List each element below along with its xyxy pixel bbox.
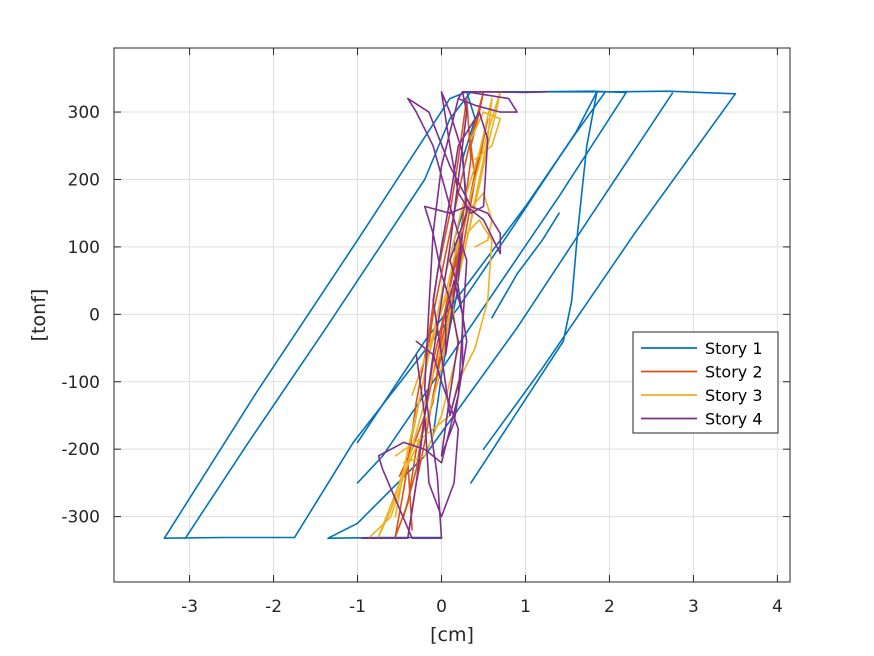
series-line <box>327 92 674 540</box>
series-line <box>432 111 489 417</box>
series-line <box>407 97 502 255</box>
series-line <box>163 536 296 540</box>
x-tick-label: -2 <box>265 597 282 617</box>
x-tick-label: -3 <box>181 597 198 617</box>
series-line <box>482 93 737 451</box>
x-axis-title: [cm] <box>430 624 474 646</box>
legend-label: Story 1 <box>705 339 763 358</box>
series-line <box>402 118 489 518</box>
series-story-1 <box>163 90 737 540</box>
y-tick-label: -300 <box>61 508 100 528</box>
x-tick-label: 1 <box>520 597 531 617</box>
x-tick-label: 4 <box>772 597 783 617</box>
series-line <box>470 91 598 484</box>
y-tick-label: -200 <box>61 440 100 460</box>
legend-label: Story 4 <box>705 410 763 429</box>
series-line <box>394 97 472 538</box>
series-line <box>394 219 493 457</box>
y-tick-label: 300 <box>68 103 100 123</box>
x-tick-label: -1 <box>349 597 366 617</box>
legend-label: Story 2 <box>705 363 763 382</box>
y-tick-label: 0 <box>89 305 100 325</box>
series-line <box>293 91 598 539</box>
legend-label: Story 3 <box>705 386 763 405</box>
series-line <box>423 97 460 540</box>
y-tick-label: 200 <box>68 170 100 190</box>
series-line <box>394 91 485 538</box>
x-tick-label: 2 <box>604 597 615 617</box>
series-line <box>377 441 443 540</box>
series-layer <box>163 90 737 540</box>
plot-box <box>113 47 791 583</box>
series-line <box>184 91 472 540</box>
x-tick-label: 0 <box>436 597 447 617</box>
legend: Story 1 Story 2 Story 3 Story 4 <box>632 331 779 434</box>
series-line <box>377 97 493 538</box>
y-axis-title: [tonf] <box>28 289 50 342</box>
y-tick-label: 100 <box>68 238 100 258</box>
series-line <box>402 286 460 464</box>
series-line <box>444 232 464 417</box>
axis-tick-labels: -3 -2 -1 0 1 2 3 4 -300 -200 -100 0 100 200 300 <box>61 103 782 617</box>
axis-ticks <box>114 48 790 582</box>
series-story-3 <box>369 91 502 538</box>
series-line <box>394 97 493 518</box>
x-tick-label: 3 <box>688 597 699 617</box>
series-line <box>491 212 560 319</box>
series-line <box>415 340 460 518</box>
series-line <box>163 91 468 540</box>
y-tick-label: -100 <box>61 373 100 393</box>
series-story-4 <box>360 91 548 540</box>
series-line <box>461 91 548 94</box>
series-line <box>440 91 489 262</box>
